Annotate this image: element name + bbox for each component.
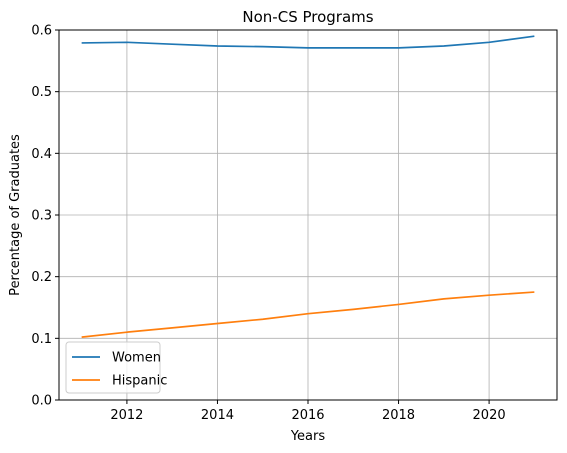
y-tick-label: 0.5: [31, 85, 52, 100]
x-tick-label: 2012: [110, 408, 143, 423]
x-tick-label: 2014: [201, 408, 234, 423]
chart-title: Non-CS Programs: [242, 8, 373, 26]
legend: Women Hispanic: [65, 341, 167, 394]
series-line-women: [81, 35, 535, 49]
x-tick-label: 2018: [382, 408, 415, 423]
x-axis-ticks: 2012 2014 2016 2018 2020: [110, 400, 506, 423]
x-tick-label: 2016: [291, 408, 324, 423]
x-axis-label: Years: [290, 429, 326, 444]
y-tick-label: 0.1: [31, 332, 52, 347]
y-tick-label: 0.6: [31, 24, 52, 39]
series-lines: [81, 35, 535, 338]
y-tick-label: 0.4: [31, 147, 52, 162]
y-tick-label: 0.3: [31, 209, 52, 224]
y-tick-label: 0.0: [31, 394, 52, 409]
legend-label-women: Women: [112, 351, 161, 366]
x-tick-label: 2020: [473, 408, 506, 423]
y-tick-label: 0.2: [31, 270, 52, 285]
y-axis-ticks: 0.0 0.1 0.2 0.3 0.4 0.5 0.6: [31, 24, 59, 409]
legend-label-hispanic: Hispanic: [112, 374, 167, 389]
series-line-hispanic: [81, 291, 535, 338]
y-axis-label: Percentage of Graduates: [8, 134, 23, 296]
